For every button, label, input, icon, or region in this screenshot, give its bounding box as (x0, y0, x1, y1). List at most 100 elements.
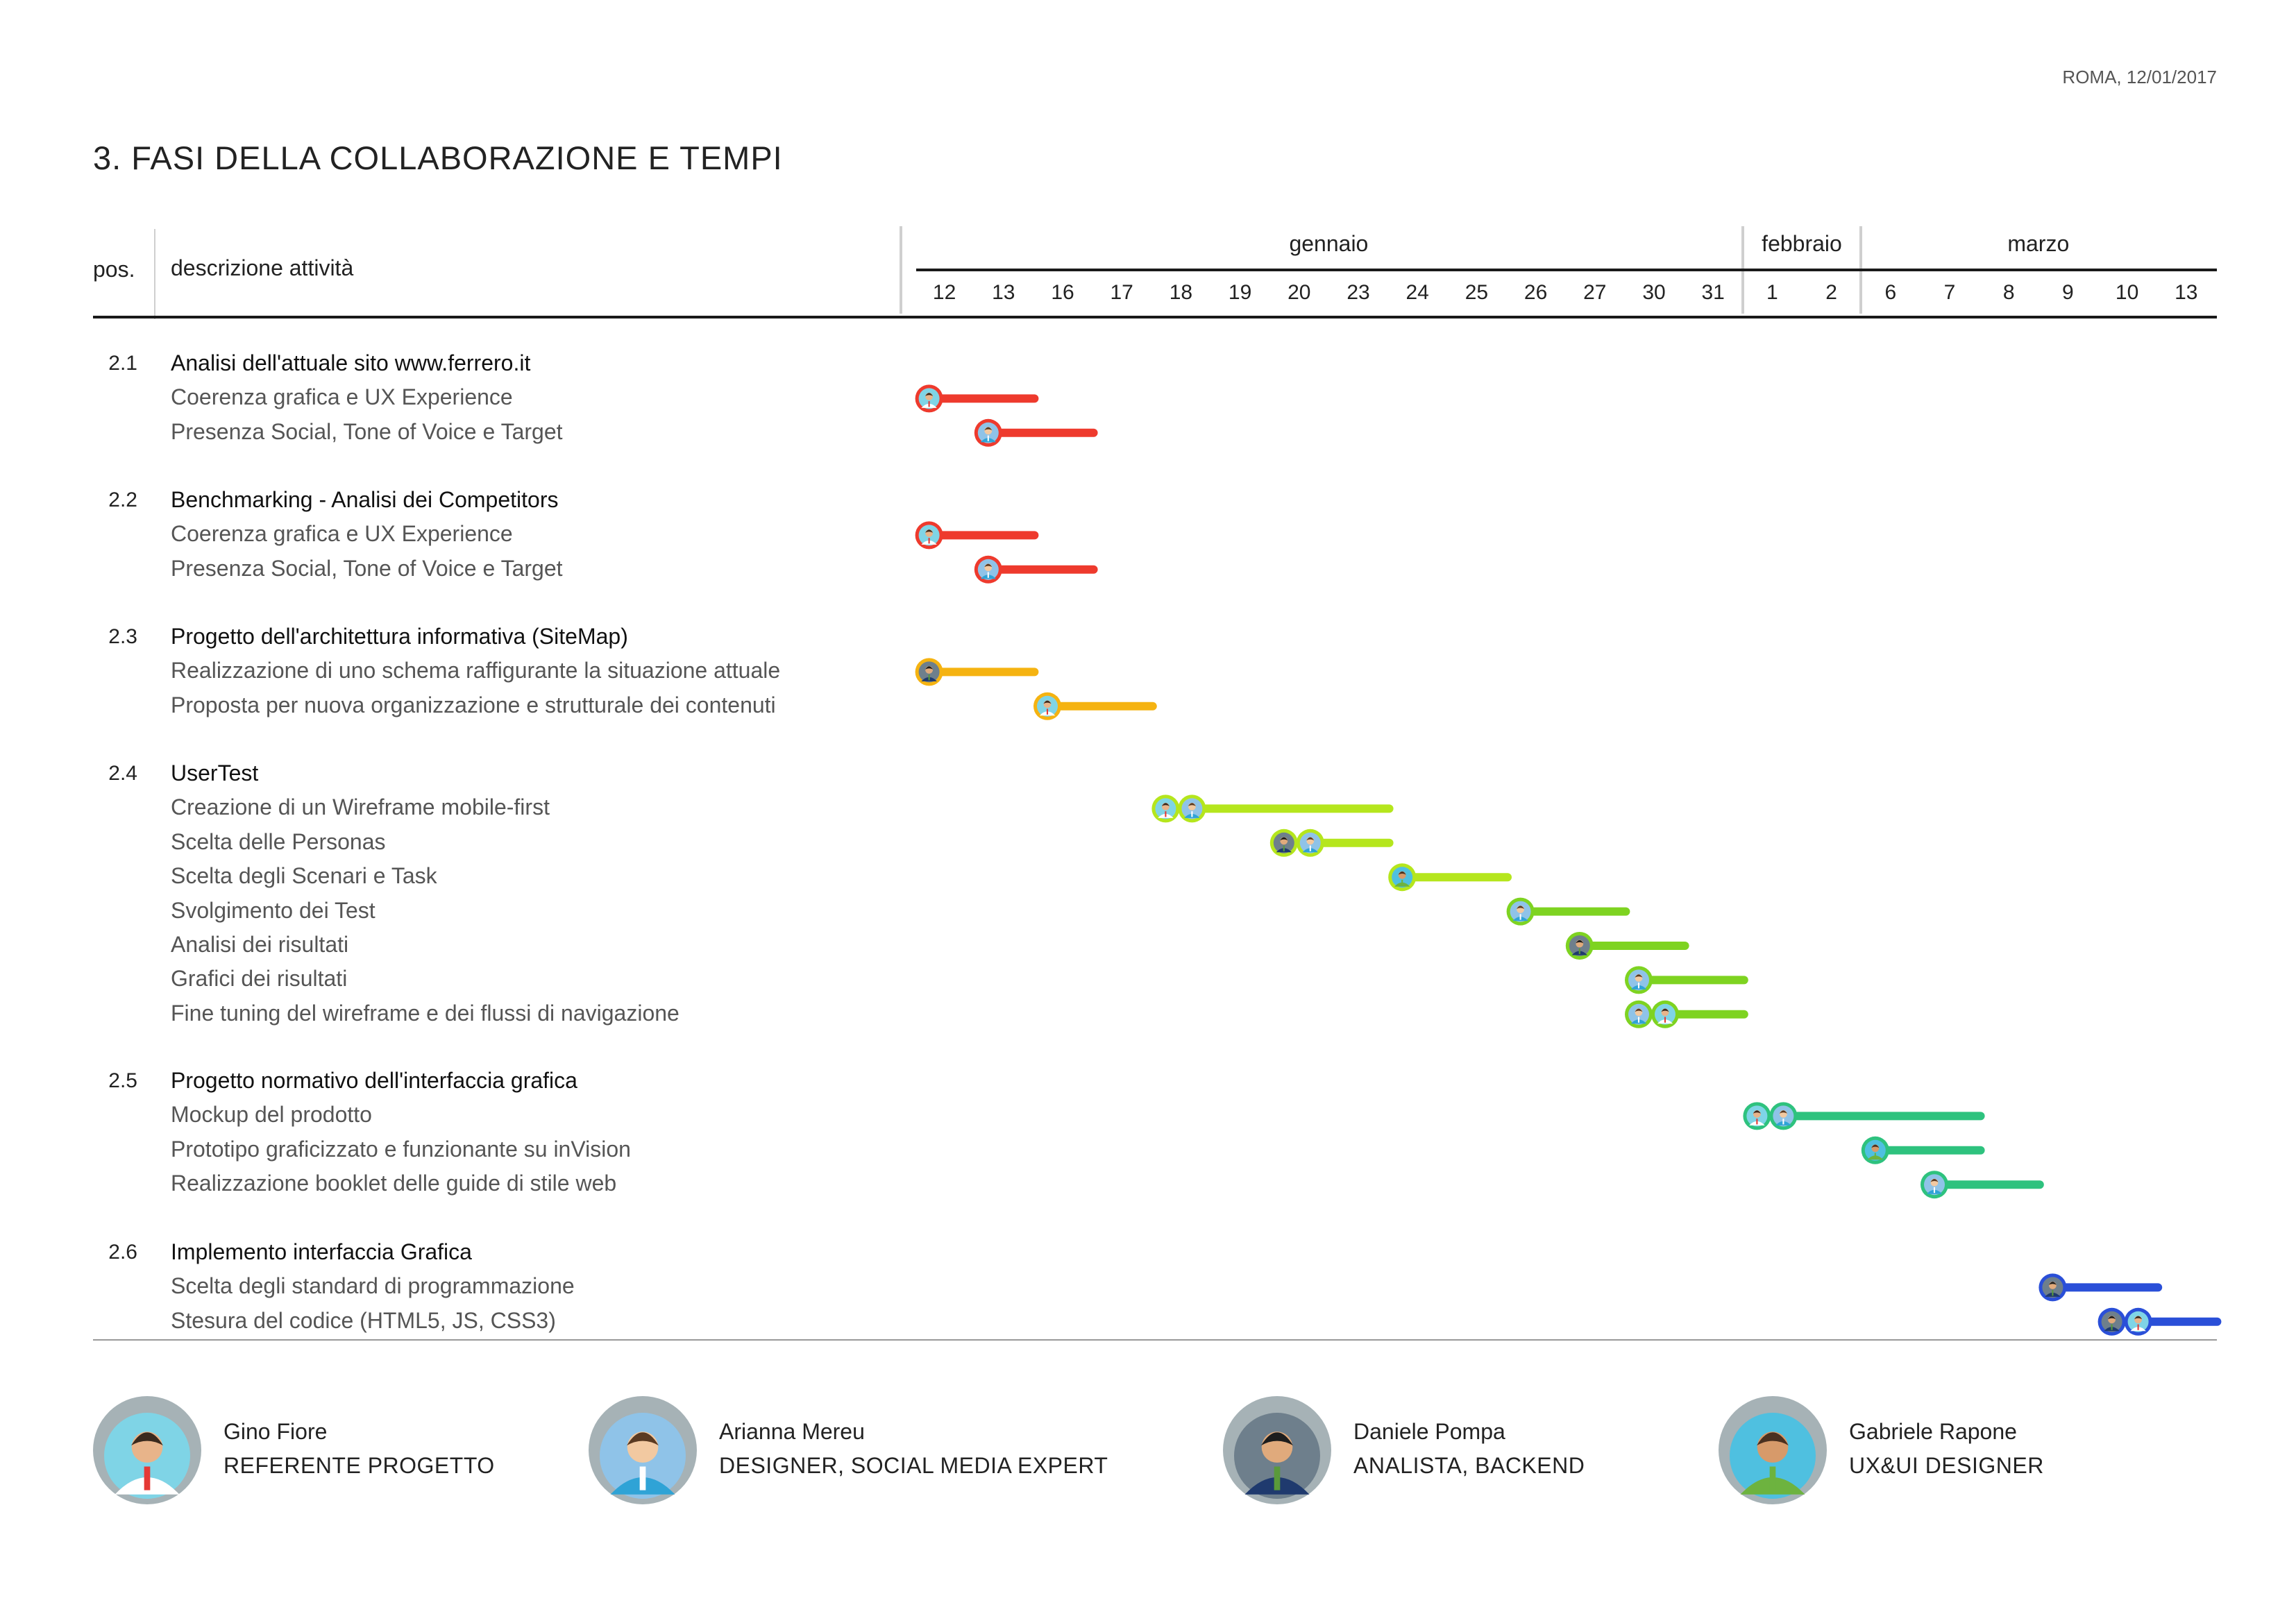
task-avatar-arianna (1628, 969, 1649, 991)
section-title: Benchmarking - Analisi dei Competitors (171, 487, 559, 512)
section-position: 2.3 (108, 625, 137, 648)
task-avatar-gino (1746, 1105, 1768, 1127)
task-avatar-arianna (1299, 832, 1321, 853)
avatar-daniele (1223, 1396, 1331, 1504)
task-avatar-gabriele (1392, 867, 1413, 888)
section-position: 2.2 (108, 488, 137, 511)
section-title: Progetto normativo dell'interfaccia graf… (171, 1068, 577, 1093)
document-date: ROMA, 12/01/2017 (2062, 67, 2217, 87)
task-label: Realizzazione di uno schema raffigurante… (171, 658, 781, 683)
task-avatar-gino (1655, 1003, 1675, 1025)
task-avatar-arianna (1510, 901, 1531, 922)
section-title: Analisi dell'attuale sito www.ferrero.it (171, 350, 531, 375)
person-role: UX&UI DESIGNER (1849, 1453, 2044, 1478)
month-label: febbraio (1762, 231, 1842, 256)
day-label: 20 (1288, 281, 1311, 304)
day-label: 8 (2002, 281, 2015, 304)
avatar-gabriele (1719, 1396, 1827, 1504)
task-label: Prototipo graficizzato e funzionante su … (171, 1136, 631, 1162)
task-avatar-gino (918, 388, 940, 409)
column-header-description: descrizione attività (171, 255, 354, 280)
task-label: Scelta delle Personas (171, 829, 386, 854)
section-position: 2.6 (108, 1241, 137, 1264)
task-label: Coerenza grafica e UX Experience (171, 384, 513, 410)
task-avatar-arianna (1181, 798, 1203, 819)
avatar-figure (104, 1413, 190, 1499)
day-label: 12 (932, 281, 956, 304)
task-label: Analisi dei risultati (171, 932, 349, 957)
person-name: Arianna Mereu (719, 1419, 865, 1444)
day-label: 30 (1642, 281, 1666, 304)
task-avatar-daniele (918, 661, 940, 683)
header-rule (93, 316, 2217, 318)
task-label: Presenza Social, Tone of Voice e Target (171, 555, 563, 581)
section-title: Implemento interfaccia Grafica (171, 1239, 472, 1264)
day-label: 10 (2115, 281, 2139, 304)
task-label: Scelta degli standard di programmazione (171, 1273, 575, 1299)
day-label: 9 (2062, 281, 2074, 304)
day-label: 13 (992, 281, 1015, 304)
person-name: Gino Fiore (223, 1419, 328, 1444)
task-label: Grafici dei risultati (171, 966, 348, 992)
day-label: 19 (1228, 281, 1252, 304)
day-label: 17 (1110, 281, 1133, 304)
task-label: Creazione di un Wireframe mobile-first (171, 794, 550, 820)
task-avatar-arianna (977, 559, 999, 580)
timeline-separator (900, 226, 902, 314)
day-label: 13 (2175, 281, 2198, 304)
day-label: 2 (1825, 281, 1837, 304)
task-avatar-daniele (1273, 832, 1294, 853)
month-label: gennaio (1289, 231, 1369, 256)
day-label: 6 (1884, 281, 1897, 304)
task-label: Mockup del prodotto (171, 1102, 372, 1128)
task-label: Coerenza grafica e UX Experience (171, 521, 513, 547)
task-avatar-arianna (977, 422, 999, 443)
column-header-pos: pos. (93, 257, 135, 282)
task-avatar-arianna (1773, 1105, 1794, 1127)
day-label: 7 (1943, 281, 1956, 304)
task-label: Proposta per nuova organizzazione e stru… (171, 692, 776, 717)
day-label: 23 (1347, 281, 1370, 304)
day-label: 31 (1701, 281, 1725, 304)
task-avatar-gino (918, 525, 940, 546)
header-separator (154, 229, 155, 319)
task-label: Svolgimento dei Test (171, 897, 375, 923)
task-avatar-gabriele (1864, 1139, 1886, 1161)
task-avatar-gino (1155, 798, 1176, 819)
day-label: 26 (1523, 281, 1548, 304)
task-avatar-daniele (2101, 1311, 2122, 1332)
month-label: marzo (2007, 231, 2070, 256)
avatar-gino (93, 1396, 201, 1504)
day-label: 25 (1464, 281, 1489, 304)
person-name: Daniele Pompa (1353, 1419, 1505, 1444)
day-label: 16 (1051, 281, 1074, 304)
day-label: 27 (1583, 281, 1607, 304)
person-role: DESIGNER, SOCIAL MEDIA EXPERT (719, 1453, 1108, 1478)
task-label: Realizzazione booklet delle guide di sti… (171, 1171, 617, 1196)
task-label: Presenza Social, Tone of Voice e Target (171, 418, 563, 444)
month-rule (916, 269, 2217, 271)
avatar-figure (600, 1413, 686, 1499)
avatar-figure (1730, 1413, 1816, 1499)
section-position: 2.1 (108, 352, 137, 375)
person-role: ANALISTA, BACKEND (1353, 1453, 1585, 1478)
task-avatar-gino (2127, 1311, 2149, 1332)
day-label: 24 (1406, 281, 1429, 304)
person-name: Gabriele Rapone (1849, 1419, 2017, 1444)
task-label: Stesura del codice (HTML5, JS, CSS3) (171, 1307, 556, 1333)
person-role: REFERENTE PROGETTO (223, 1453, 495, 1478)
avatar-figure (1234, 1413, 1320, 1499)
task-avatar-arianna (1924, 1174, 1945, 1196)
day-label: 18 (1169, 281, 1193, 304)
task-avatar-daniele (1569, 935, 1590, 956)
task-avatar-daniele (2042, 1277, 2063, 1298)
bottom-rule (93, 1339, 2217, 1341)
section-title: Progetto dell'architettura informativa (… (171, 624, 628, 649)
page-title: 3. FASI DELLA COLLABORAZIONE E TEMPI (93, 139, 783, 176)
task-avatar-arianna (1628, 1003, 1649, 1025)
task-label: Scelta degli Scenari e Task (171, 863, 437, 889)
day-label: 1 (1766, 281, 1778, 304)
section-title: UserTest (171, 760, 259, 785)
avatar-arianna (589, 1396, 697, 1504)
